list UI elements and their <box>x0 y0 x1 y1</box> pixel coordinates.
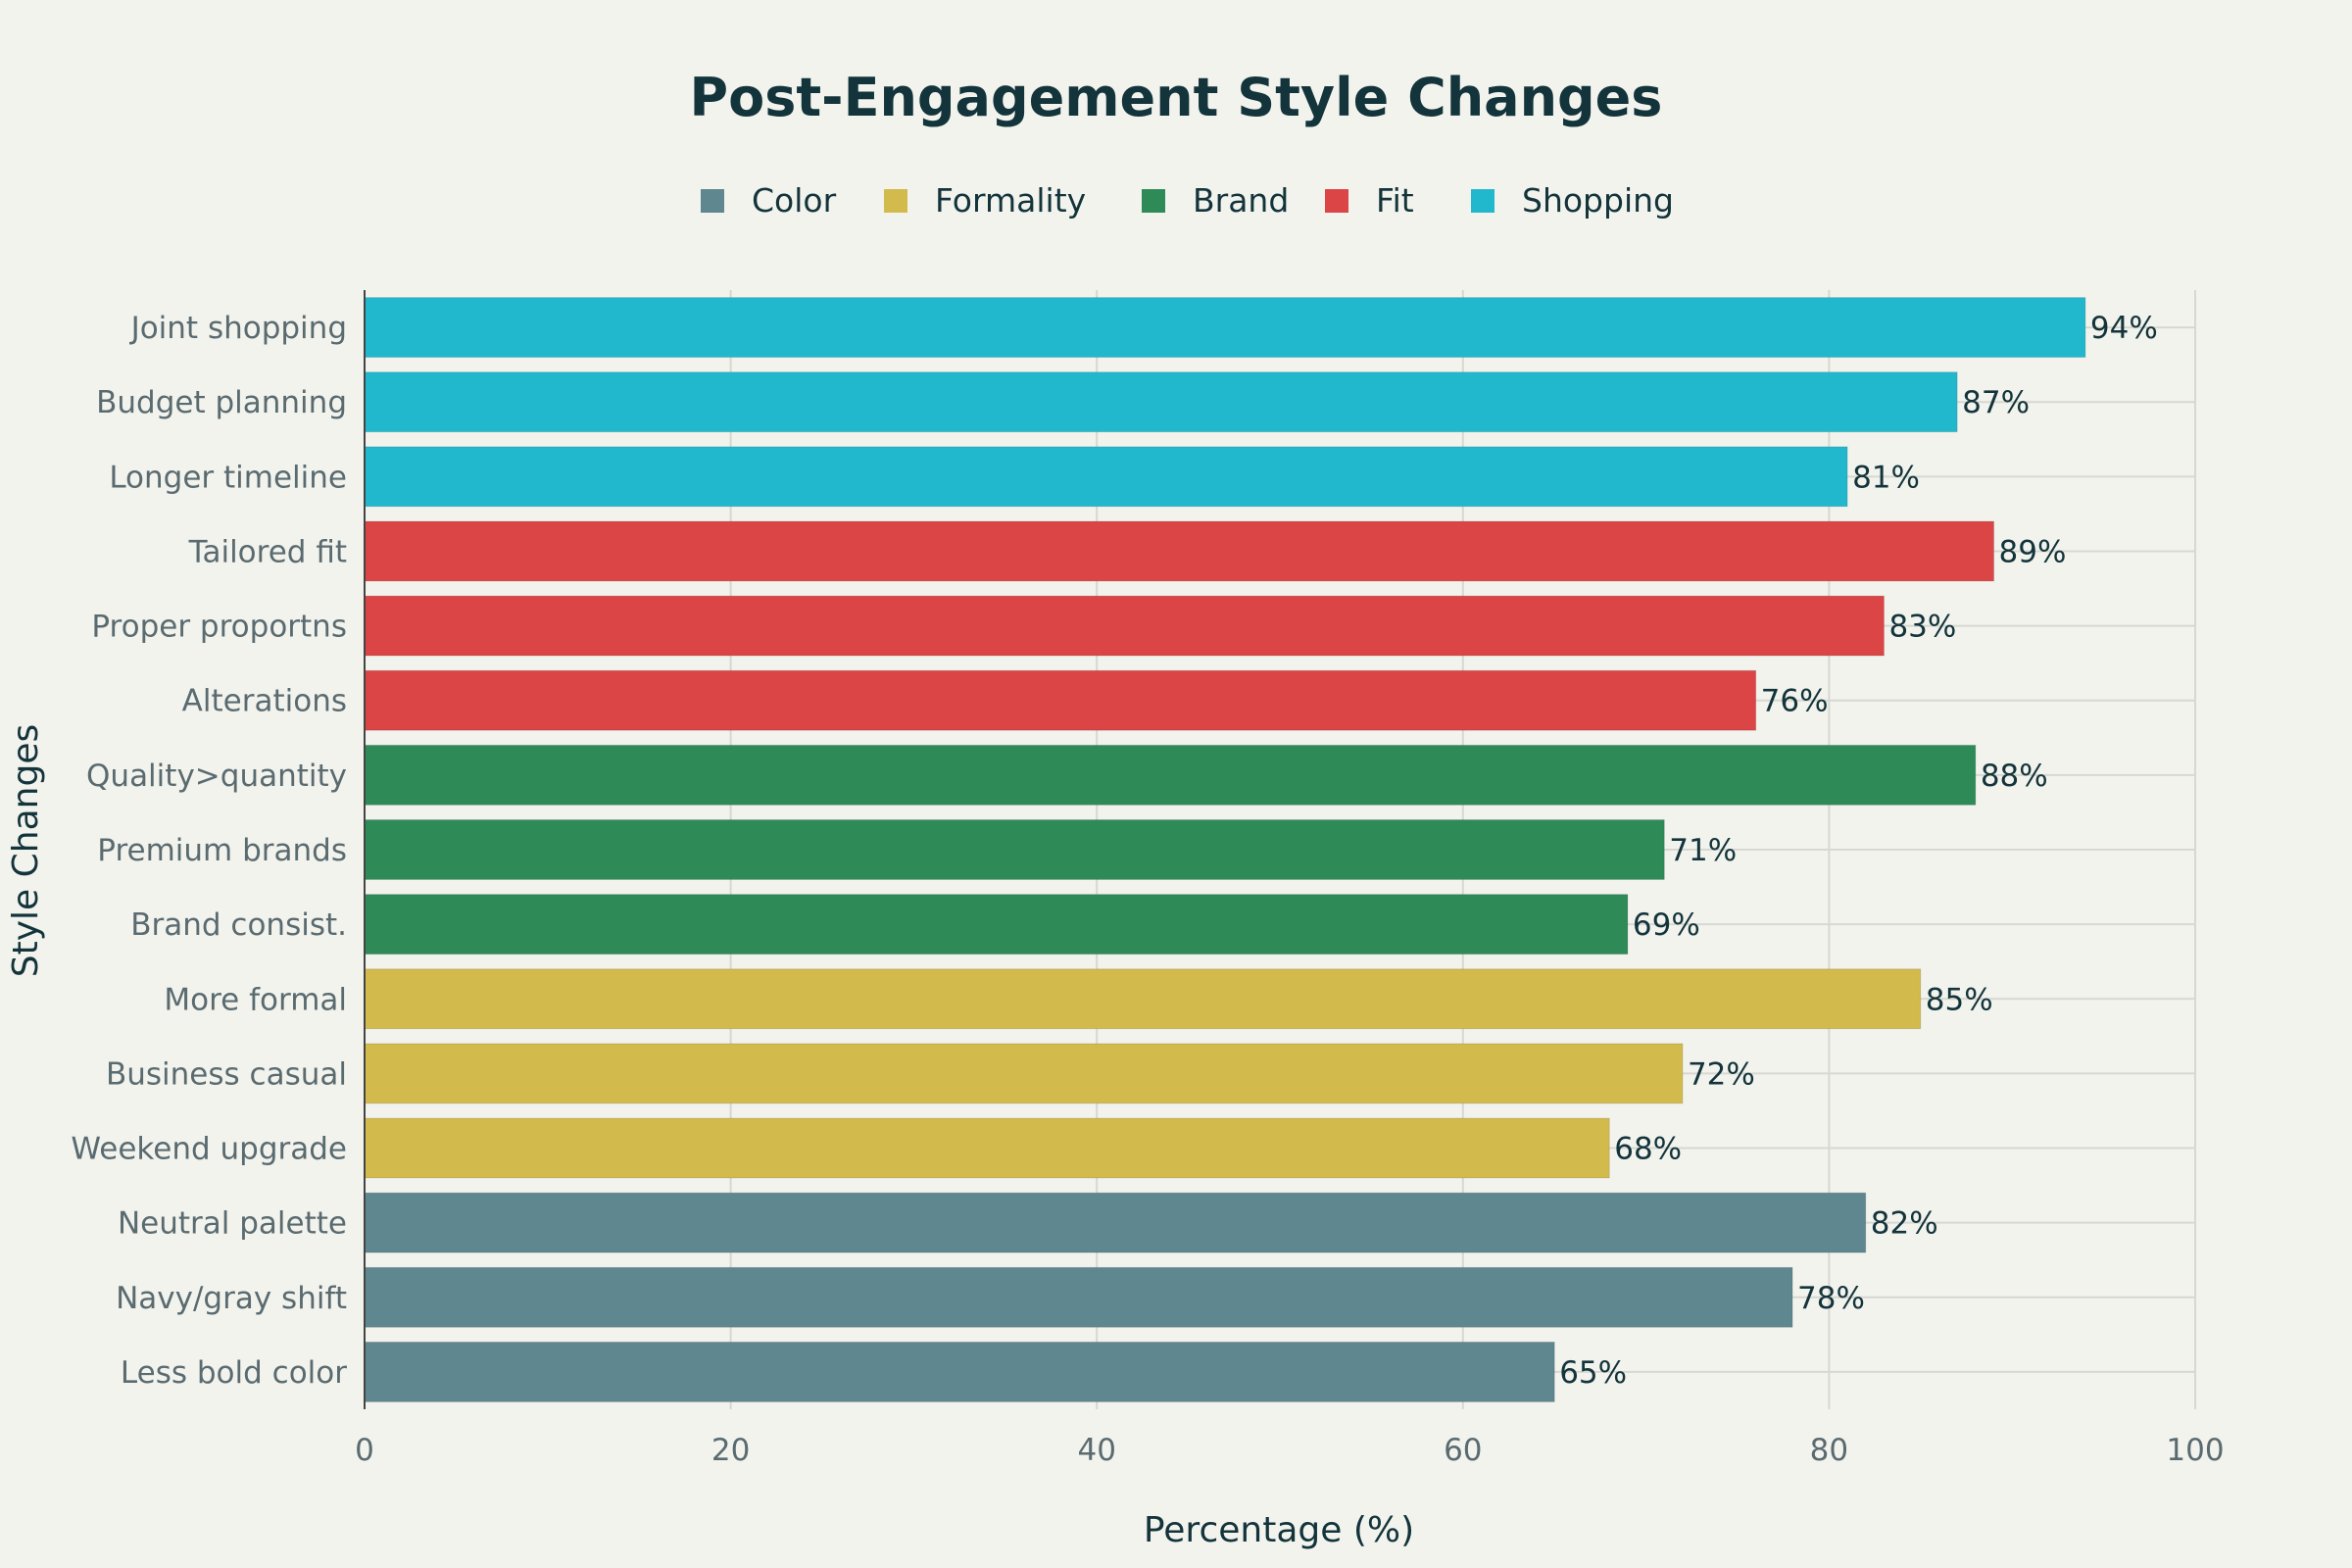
legend-swatch <box>1325 189 1348 213</box>
bar-premium-brands[interactable] <box>364 819 1665 880</box>
value-label: 65% <box>1559 1355 1627 1391</box>
value-label: 83% <box>1888 610 1956 645</box>
x-tick-label: 0 <box>355 1433 374 1468</box>
bar-weekend-upgrade[interactable] <box>364 1117 1610 1179</box>
legend-label: Fit <box>1376 181 1414 220</box>
bar-neutral-palette[interactable] <box>364 1192 1867 1253</box>
value-label: 81% <box>1852 460 1920 495</box>
legend-label: Formality <box>935 181 1086 220</box>
bar-business-casual[interactable] <box>364 1043 1684 1104</box>
bar-tailored-fit[interactable] <box>364 520 1995 582</box>
category-label: Neutral palette <box>118 1206 347 1242</box>
legend-item-color[interactable]: Color <box>701 181 837 220</box>
value-label: 88% <box>1981 759 2048 794</box>
bar-longer-timeline[interactable] <box>364 446 1848 508</box>
category-label: Weekend upgrade <box>71 1132 347 1167</box>
category-label: Alterations <box>182 684 347 719</box>
bar-less-bold-color[interactable] <box>364 1341 1555 1402</box>
category-label: Business casual <box>106 1056 347 1092</box>
category-label: Tailored fit <box>188 534 347 569</box>
value-label: 82% <box>1871 1206 1938 1242</box>
value-label: 72% <box>1688 1056 1755 1092</box>
legend: Color Formality Brand Fit Shopping <box>701 181 1674 220</box>
legend-item-formality[interactable]: Formality <box>884 181 1086 220</box>
bar-quality-quantity[interactable] <box>364 744 1977 806</box>
bar-alterations[interactable] <box>364 669 1757 731</box>
legend-item-brand[interactable]: Brand <box>1142 181 1289 220</box>
category-labels: Joint shopping Budget planning Longer time… <box>71 311 347 1391</box>
legend-item-fit[interactable]: Fit <box>1325 181 1414 220</box>
value-label: 76% <box>1761 684 1829 719</box>
category-label: Brand consist. <box>130 907 347 943</box>
x-tick-label: 60 <box>1444 1433 1482 1468</box>
value-label: 69% <box>1633 907 1700 943</box>
value-label: 78% <box>1797 1281 1865 1316</box>
x-tick-labels: 0 20 40 60 80 100 <box>355 1433 2224 1468</box>
legend-label: Color <box>752 181 837 220</box>
category-label: More formal <box>164 982 347 1017</box>
category-label: Less bold color <box>121 1355 347 1391</box>
value-label: 89% <box>1999 534 2067 569</box>
x-tick-label: 40 <box>1077 1433 1115 1468</box>
legend-item-shopping[interactable]: Shopping <box>1471 181 1674 220</box>
bar-navy-gray-shift[interactable] <box>364 1266 1793 1328</box>
category-label: Budget planning <box>96 385 347 420</box>
category-label: Proper proportns <box>91 610 347 645</box>
x-tick-label: 20 <box>711 1433 750 1468</box>
bars <box>364 297 2086 1402</box>
category-label: Navy/gray shift <box>116 1281 347 1316</box>
x-axis-title: Percentage (%) <box>1144 1510 1414 1550</box>
category-label: Joint shopping <box>129 311 347 346</box>
bar-joint-shopping[interactable] <box>364 297 2086 359</box>
category-label: Longer timeline <box>109 460 347 495</box>
x-tick-label: 100 <box>2166 1433 2224 1468</box>
y-axis-title: Style Changes <box>6 724 46 977</box>
value-label: 87% <box>1962 385 2030 420</box>
legend-swatch <box>1471 189 1494 213</box>
value-label: 68% <box>1614 1132 1682 1167</box>
value-label: 85% <box>1926 982 1993 1017</box>
bar-more-formal[interactable] <box>364 968 1922 1030</box>
legend-label: Brand <box>1193 181 1289 220</box>
value-label: 94% <box>2090 311 2158 346</box>
chart-title: Post-Engagement Style Changes <box>690 67 1663 128</box>
category-label: Premium brands <box>97 833 347 868</box>
legend-swatch <box>1142 189 1165 213</box>
bar-brand-consist[interactable] <box>364 894 1629 956</box>
value-labels: 94% 87% 81% 89% 83% 76% 88% 71% 69% 85% 72% 68% 82% 7… <box>1559 311 2158 1391</box>
bar-budget-planning[interactable] <box>364 371 1958 433</box>
bar-proper-proportns[interactable] <box>364 595 1885 657</box>
legend-label: Shopping <box>1522 181 1674 220</box>
legend-swatch <box>701 189 724 213</box>
category-label: Quality>quantity <box>86 759 347 794</box>
x-tick-label: 80 <box>1810 1433 1848 1468</box>
value-label: 71% <box>1669 833 1737 868</box>
legend-swatch <box>884 189 907 213</box>
